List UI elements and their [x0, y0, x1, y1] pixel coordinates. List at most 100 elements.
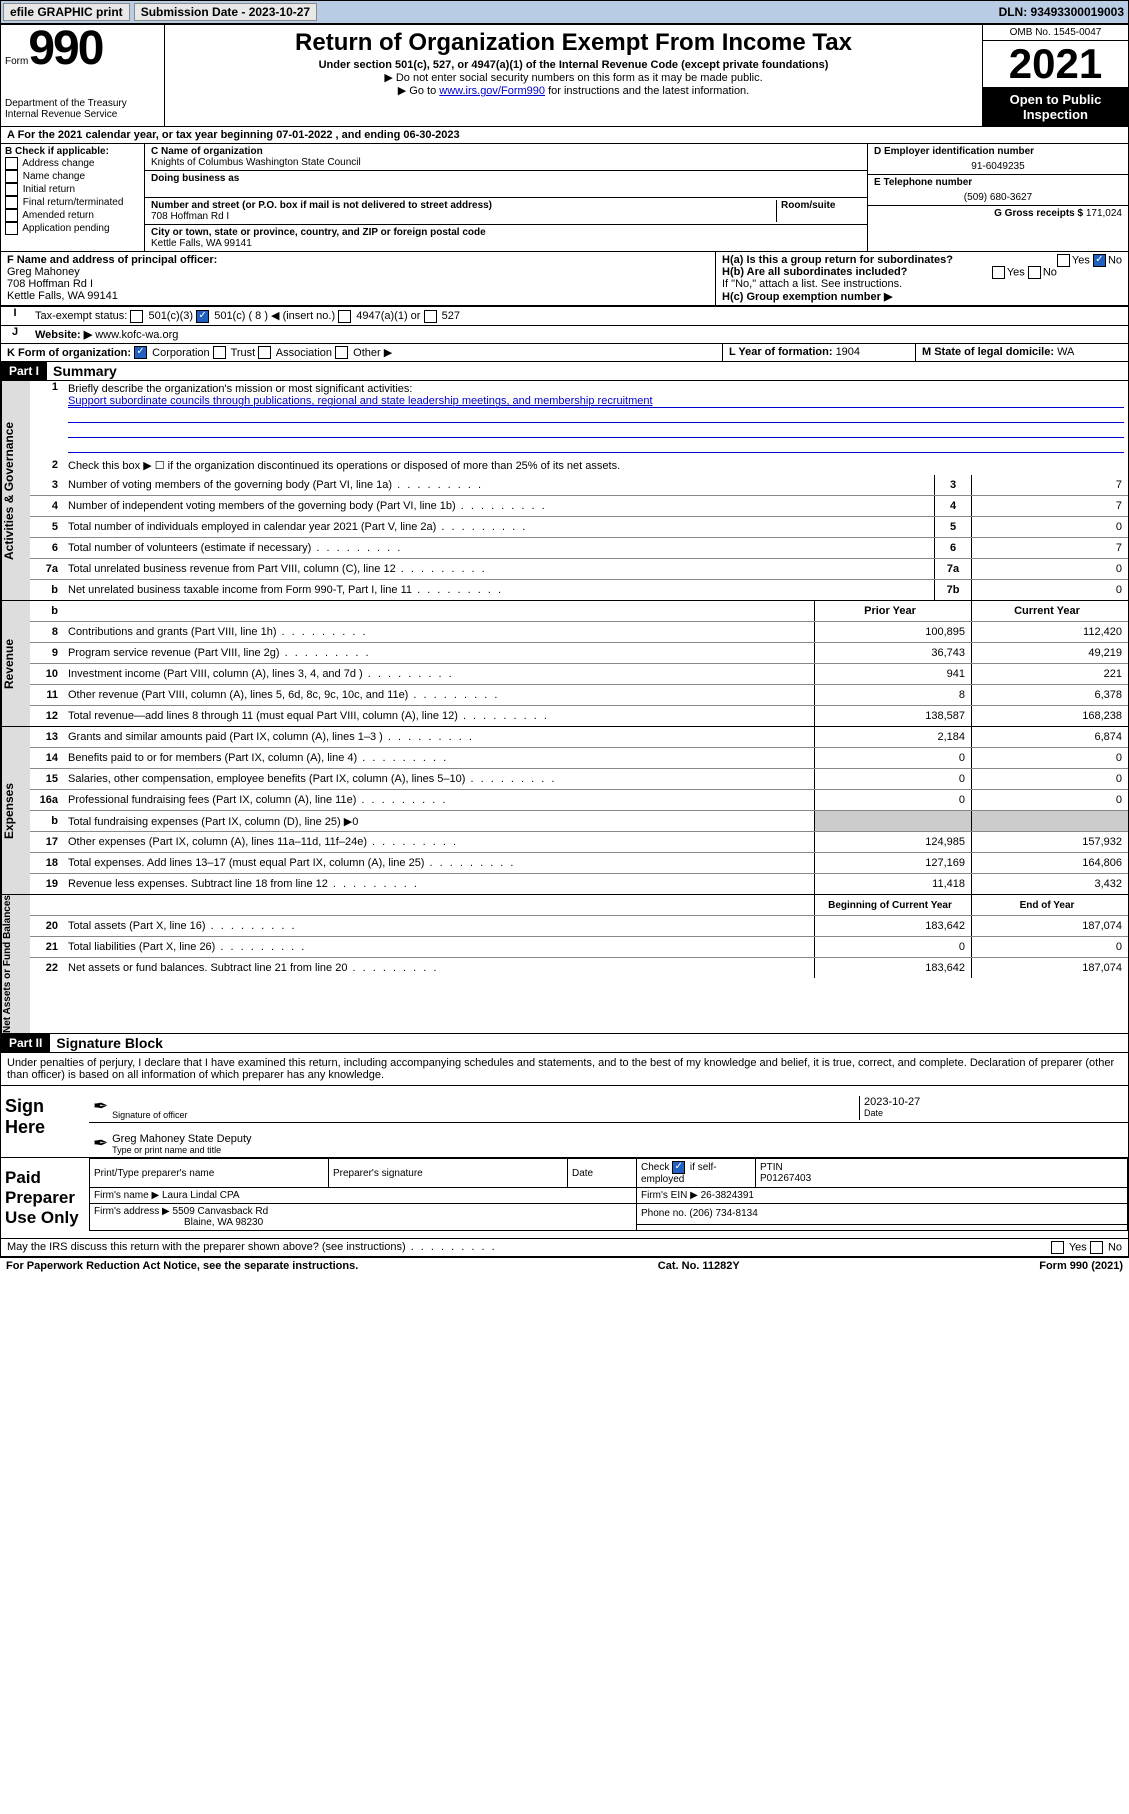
submission-btn[interactable]: Submission Date - 2023-10-27	[134, 3, 317, 21]
row-j: J Website: ▶ www.kofc-wa.org	[1, 326, 1128, 344]
summary-line: 4Number of independent voting members of…	[30, 496, 1128, 517]
net-line: 21Total liabilities (Part X, line 26)00	[30, 937, 1128, 958]
summary-line: 5Total number of individuals employed in…	[30, 517, 1128, 538]
firm-phone: (206) 734-8134	[689, 1208, 757, 1219]
firm-ein: 26-3824391	[701, 1190, 754, 1201]
summary-line: 6Total number of volunteers (estimate if…	[30, 538, 1128, 559]
subtitle-2: ▶ Do not enter social security numbers o…	[169, 71, 978, 84]
pen-icon: ✒	[93, 1096, 108, 1120]
officer-addr: 708 Hoffman Rd I	[7, 278, 709, 290]
irs-label: Internal Revenue Service	[5, 109, 160, 120]
sign-here-label: Sign Here	[1, 1086, 89, 1157]
officer-city: Kettle Falls, WA 99141	[7, 290, 709, 302]
dln-label: DLN: 93493300019003	[999, 5, 1124, 19]
omb-number: OMB No. 1545-0047	[983, 25, 1128, 41]
col-b-item[interactable]: Address change	[5, 157, 140, 170]
ein-value: 91-6049235	[874, 161, 1122, 172]
net-line: 22Net assets or fund balances. Subtract …	[30, 958, 1128, 978]
discuss-no[interactable]	[1090, 1241, 1103, 1254]
firm-name: Laura Lindal CPA	[162, 1190, 240, 1201]
self-employed-cell: Check ✓ if self-employed	[637, 1159, 756, 1188]
sig-date: 2023-10-27	[864, 1096, 1124, 1108]
discuss-yes[interactable]	[1051, 1241, 1064, 1254]
col-b-item[interactable]: Amended return	[5, 209, 140, 222]
open-inspection: Open to Public Inspection	[983, 88, 1128, 126]
net-section: Net Assets or Fund Balances Beginning of…	[1, 895, 1128, 1034]
hb-note: If "No," attach a list. See instructions…	[722, 278, 1122, 290]
assoc-check[interactable]	[258, 346, 271, 359]
net-line: 20Total assets (Part X, line 16)183,6421…	[30, 916, 1128, 937]
dba-label: Doing business as	[151, 173, 861, 184]
addr-label: Number and street (or P.O. box if mail i…	[151, 200, 772, 211]
part1-header: Part I Summary	[1, 362, 1128, 381]
row-i: I Tax-exempt status: 501(c)(3) ✓ 501(c) …	[1, 306, 1128, 326]
gross-label: G Gross receipts $	[994, 208, 1086, 219]
phone-label: E Telephone number	[874, 177, 1122, 188]
col-b-item[interactable]: Application pending	[5, 222, 140, 235]
current-year-hdr: Current Year	[971, 601, 1128, 621]
527-check[interactable]	[424, 310, 437, 323]
info-block: B Check if applicable: Address change Na…	[1, 144, 1128, 252]
revenue-tab: Revenue	[1, 601, 30, 726]
hb-no[interactable]	[1028, 266, 1041, 279]
q2-text: Check this box ▶ ☐ if the organization d…	[64, 457, 1128, 474]
form-title: Return of Organization Exempt From Incom…	[169, 29, 978, 57]
expense-line: 19Revenue less expenses. Subtract line 1…	[30, 874, 1128, 894]
4947-check[interactable]	[338, 310, 351, 323]
expense-line: 15Salaries, other compensation, employee…	[30, 769, 1128, 790]
501c3-check[interactable]	[130, 310, 143, 323]
subtitle-1: Under section 501(c), 527, or 4947(a)(1)…	[169, 59, 978, 71]
form-container: Form990 Department of the Treasury Inter…	[0, 24, 1129, 1258]
ein-label: D Employer identification number	[874, 146, 1122, 157]
ptin-label: PTIN	[760, 1162, 783, 1173]
prior-year-hdr: Prior Year	[814, 601, 971, 621]
website-label: Website: ▶	[35, 329, 92, 341]
corp-check[interactable]: ✓	[134, 346, 147, 359]
part2-badge: Part II	[1, 1034, 50, 1052]
prep-name-hdr: Print/Type preparer's name	[90, 1159, 329, 1188]
ha-label: H(a) Is this a group return for subordin…	[722, 254, 953, 266]
paid-preparer-block: Paid Preparer Use Only Print/Type prepar…	[1, 1158, 1128, 1239]
form-label: Form	[5, 56, 28, 67]
city-label: City or town, state or province, country…	[151, 227, 861, 238]
org-name-label: C Name of organization	[151, 146, 861, 157]
website-value: www.kofc-wa.org	[95, 329, 178, 341]
efile-btn[interactable]: efile GRAPHIC print	[3, 3, 130, 21]
501c-check[interactable]: ✓	[196, 310, 209, 323]
revenue-line: 11Other revenue (Part VIII, column (A), …	[30, 685, 1128, 706]
col-b-header: B Check if applicable:	[5, 146, 140, 157]
summary-line: bNet unrelated business taxable income f…	[30, 580, 1128, 600]
year-formation: 1904	[836, 346, 860, 358]
governance-tab: Activities & Governance	[1, 381, 30, 600]
revenue-line: 8Contributions and grants (Part VIII, li…	[30, 622, 1128, 643]
col-b-item[interactable]: Final return/terminated	[5, 196, 140, 209]
state-domicile: WA	[1057, 346, 1074, 358]
ha-no[interactable]: ✓	[1093, 254, 1106, 267]
expense-line: 18Total expenses. Add lines 13–17 (must …	[30, 853, 1128, 874]
trust-check[interactable]	[213, 346, 226, 359]
irs-link[interactable]: www.irs.gov/Form990	[439, 85, 545, 97]
firm-addr2: Blaine, WA 98230	[184, 1217, 263, 1228]
beg-year-hdr: Beginning of Current Year	[814, 895, 971, 915]
firm-addr1: 5509 Canvasback Rd	[173, 1206, 269, 1217]
preparer-table: Print/Type preparer's name Preparer's si…	[89, 1158, 1128, 1231]
org-name: Knights of Columbus Washington State Cou…	[151, 157, 861, 168]
hb-yes[interactable]	[992, 266, 1005, 279]
form-ref: Form 990 (2021)	[1039, 1260, 1123, 1272]
row-a-tax-year: A For the 2021 calendar year, or tax yea…	[1, 127, 1128, 144]
revenue-line: 12Total revenue—add lines 8 through 11 (…	[30, 706, 1128, 726]
tax-year: 2021	[983, 41, 1128, 88]
pra-notice: For Paperwork Reduction Act Notice, see …	[6, 1260, 358, 1272]
cat-no: Cat. No. 11282Y	[658, 1260, 740, 1272]
expense-line: 14Benefits paid to or for members (Part …	[30, 748, 1128, 769]
prep-date-hdr: Date	[568, 1159, 637, 1188]
col-b-item[interactable]: Initial return	[5, 183, 140, 196]
self-emp-check[interactable]: ✓	[672, 1161, 685, 1174]
subtitle-3: ▶ Go to www.irs.gov/Form990 for instruct…	[169, 84, 978, 97]
ptin-value: P01267403	[760, 1173, 811, 1184]
ha-yes[interactable]	[1057, 254, 1070, 267]
col-b-item[interactable]: Name change	[5, 170, 140, 183]
col-c: C Name of organization Knights of Columb…	[145, 144, 1128, 251]
row-f-h: F Name and address of principal officer:…	[1, 252, 1128, 306]
other-check[interactable]	[335, 346, 348, 359]
